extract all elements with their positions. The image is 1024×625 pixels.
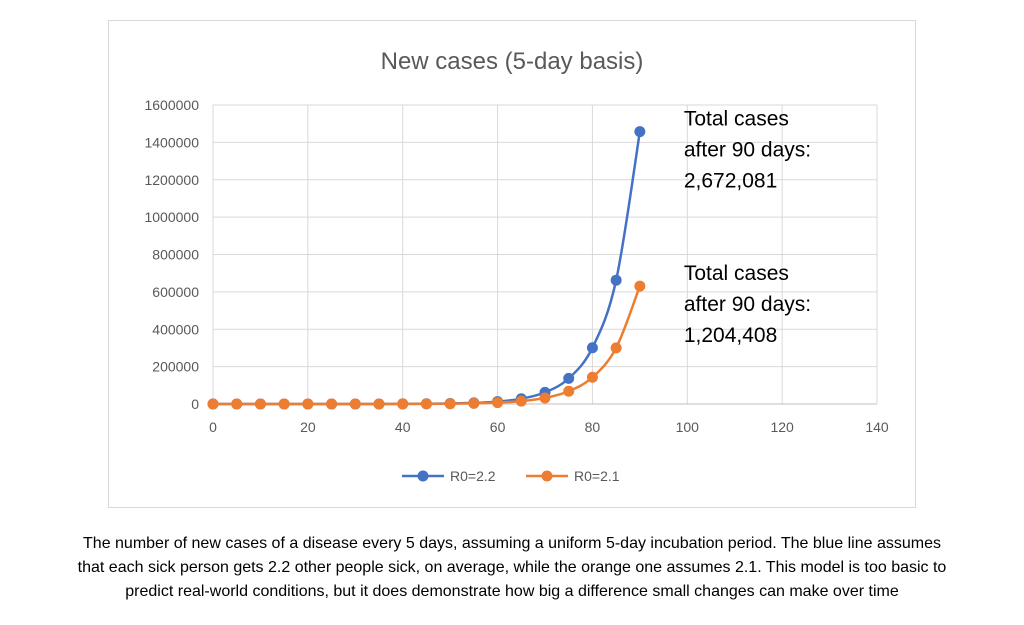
data-point [610,342,622,354]
x-tick-label: 60 [490,419,506,435]
y-tick-label: 1200000 [144,172,199,188]
annotation-total-cases: Total cases after 90 days: 2,672,081 [684,108,811,193]
legend-label: R0=2.1 [574,468,620,484]
y-tick-label: 400000 [152,321,199,337]
annotation-total-cases: Total cases after 90 days: 1,204,408 [684,262,811,347]
caption-line-2: that each sick person gets 2.2 other peo… [77,559,947,576]
x-tick-label: 40 [395,419,411,435]
annotation-line: Total cases [684,262,789,285]
data-point [373,398,385,410]
x-tick-label: 140 [865,419,889,435]
grid-lines [213,104,878,404]
legend-marker [541,470,553,482]
data-point [397,398,409,410]
data-point [349,398,361,410]
data-point [420,398,432,410]
caption-line-3: predict real-world conditions, but it do… [125,583,899,600]
legend-marker [417,470,429,482]
y-tick-label: 200000 [152,359,199,375]
y-tick-label: 1600000 [144,97,199,113]
data-point [563,372,575,384]
data-point [610,274,622,286]
series-lines [207,126,646,410]
x-tick-label: 80 [585,419,601,435]
annotation-line: 1,204,408 [684,324,777,347]
x-tick-label: 100 [676,419,700,435]
chart-frame: New cases (5-day basis) 0 200000 400000 600… [108,20,916,508]
legend-label: R0=2.2 [450,468,496,484]
legend-entry: R0=2.1 [526,468,620,484]
y-tick-label: 800000 [152,247,199,263]
data-point [468,397,480,409]
data-point [563,385,575,397]
data-point [302,398,314,410]
data-point [515,395,527,407]
series-line [213,131,642,406]
caption-line-1: The number of new cases of a disease eve… [83,535,941,552]
data-point [634,280,646,292]
annotations: Total cases after 90 days: 2,672,081Total … [684,108,811,347]
data-point [444,398,456,410]
data-point [586,342,598,354]
data-point [207,398,219,410]
x-tick-label: 120 [770,419,794,435]
line-chart: New cases (5-day basis) 0200000400000600… [144,48,889,484]
annotation-line: Total cases [684,108,789,131]
y-tick-label: 1400000 [144,134,199,150]
data-point [492,397,504,409]
series-line [213,285,642,406]
y-tick-label: 0 [191,396,199,412]
annotation-line: after 90 days: [684,139,811,162]
legend: R0=2.2 R0=2.1 [402,468,620,484]
y-tick-label: 600000 [152,284,199,300]
annotation-line: 2,672,081 [684,170,777,193]
data-point [634,126,646,138]
legend-entry: R0=2.2 [402,468,496,484]
data-point [539,392,551,404]
data-point [231,398,243,410]
figure-caption: The number of new cases of a disease eve… [0,532,1024,604]
data-point [586,371,598,383]
x-tick-label: 0 [209,419,217,435]
x-tick-label: 20 [300,419,316,435]
series-r0-2-1 [207,280,646,410]
data-point [254,398,266,410]
y-tick-label: 1000000 [144,209,199,225]
data-point [326,398,338,410]
annotation-line: after 90 days: [684,293,811,316]
chart-title: New cases (5-day basis) [381,48,644,75]
data-point [278,398,290,410]
